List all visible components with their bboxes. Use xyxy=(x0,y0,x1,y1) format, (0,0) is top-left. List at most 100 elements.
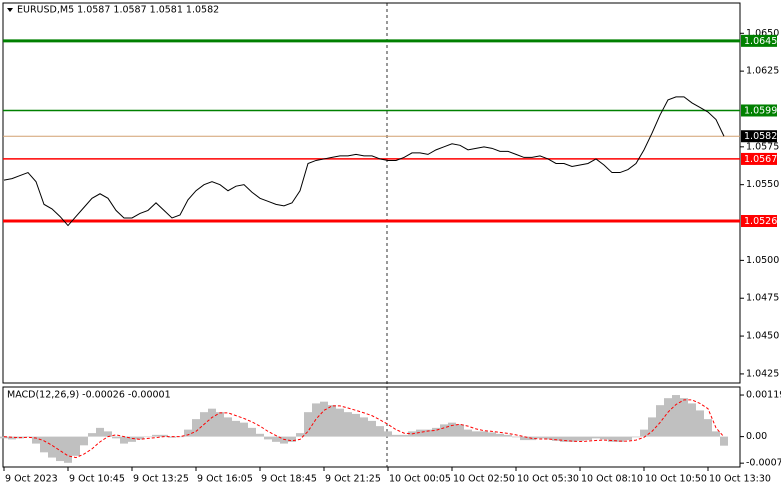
macd-bar xyxy=(40,436,48,453)
macd-bar xyxy=(512,436,520,438)
macd-bar xyxy=(616,436,624,442)
macd-bar xyxy=(344,412,352,437)
macd-bar xyxy=(432,427,440,437)
macd-bar xyxy=(400,434,408,437)
macd-bar xyxy=(680,398,688,437)
x-tick-label: 9 Oct 21:25 xyxy=(325,474,381,485)
level-label-box xyxy=(741,104,777,117)
y-tick-label: 0.00 xyxy=(746,431,767,442)
macd-bar xyxy=(392,434,400,437)
macd-bar xyxy=(520,436,528,441)
macd-bar xyxy=(232,420,240,437)
macd-bar xyxy=(696,410,704,437)
x-tick-label: 10 Oct 00:05 xyxy=(389,474,451,485)
macd-bar xyxy=(488,432,496,437)
macd-bar xyxy=(664,398,672,437)
level-label-box xyxy=(741,215,777,228)
macd-bar xyxy=(376,426,384,437)
y-tick-label: 1.0425 xyxy=(746,368,779,379)
x-tick-label: 9 Oct 13:25 xyxy=(133,474,189,485)
macd-bar xyxy=(48,436,56,458)
macd-bar xyxy=(144,436,152,438)
x-tick-label: 9 Oct 2023 xyxy=(5,474,58,485)
macd-bar xyxy=(560,436,568,442)
macd-bar xyxy=(272,436,280,442)
macd-bar xyxy=(304,412,312,437)
macd-bar xyxy=(136,436,144,440)
level-label: 1.0599 xyxy=(744,105,777,116)
level-label-box xyxy=(741,34,777,47)
macd-bar xyxy=(24,436,32,438)
macd-bar xyxy=(584,436,592,441)
macd-bar xyxy=(280,436,288,444)
macd-bar xyxy=(424,429,432,437)
macd-bar xyxy=(96,427,104,437)
x-tick-label: 9 Oct 18:45 xyxy=(261,474,317,485)
macd-bar xyxy=(448,422,456,437)
macd-bar xyxy=(0,436,8,439)
macd-bar xyxy=(672,395,680,437)
macd-bar xyxy=(480,431,488,437)
y-tick-label: 1.0450 xyxy=(746,331,779,342)
chart-title: EURUSD,M5 1.0587 1.0587 1.0581 1.0582 xyxy=(17,5,219,16)
macd-bar xyxy=(104,431,112,437)
macd-bar xyxy=(296,433,304,437)
macd-bar xyxy=(168,436,176,438)
signal-line xyxy=(3,399,725,459)
macd-bar xyxy=(456,424,464,437)
macd-bar xyxy=(600,436,608,440)
macd-bar xyxy=(240,422,248,437)
macd-bar xyxy=(120,436,128,444)
macd-bar xyxy=(496,433,504,437)
y-tick-label: 1.0575 xyxy=(746,141,779,152)
macd-bar xyxy=(464,429,472,437)
macd-bar xyxy=(248,427,256,437)
macd-bar xyxy=(112,436,120,439)
macd-bar xyxy=(472,431,480,437)
level-label-box xyxy=(741,130,777,143)
level-label: 1.0582 xyxy=(744,131,777,142)
macd-bar xyxy=(72,436,80,456)
macd-bar xyxy=(632,436,640,438)
macd-bar xyxy=(648,417,656,437)
macd-bar xyxy=(208,408,216,437)
macd-bar xyxy=(624,436,632,441)
macd-bar xyxy=(328,405,336,437)
macd-bar xyxy=(64,436,72,463)
macd-bar xyxy=(224,417,232,437)
macd-bar xyxy=(80,436,88,446)
macd-bar xyxy=(640,429,648,437)
macd-bar xyxy=(568,436,576,442)
y-tick-label: -0.00076 xyxy=(746,458,781,469)
macd-bar xyxy=(352,413,360,437)
y-tick-label: 1.0500 xyxy=(746,255,779,266)
macd-panel xyxy=(2,386,741,468)
y-tick-label: 0.00119 xyxy=(746,390,781,401)
level-label: 1.0567 xyxy=(744,154,777,165)
macd-bar xyxy=(656,405,664,437)
price-line xyxy=(3,96,725,227)
macd-bar xyxy=(416,429,424,437)
level-label: 1.0526 xyxy=(744,216,777,227)
macd-bar xyxy=(384,431,392,437)
x-tick-label: 10 Oct 10:50 xyxy=(645,474,707,485)
macd-bar xyxy=(576,436,584,441)
macd-bar xyxy=(264,436,272,440)
macd-bar xyxy=(88,433,96,437)
y-tick-label: 1.0475 xyxy=(746,293,779,304)
macd-bar xyxy=(368,420,376,437)
macd-bar xyxy=(160,434,168,437)
macd-bar xyxy=(552,436,560,441)
x-tick-label: 10 Oct 13:30 xyxy=(709,474,771,485)
y-tick-label: 1.0550 xyxy=(746,179,779,190)
macd-bar xyxy=(592,436,600,439)
macd-bar xyxy=(8,436,16,440)
macd-bar xyxy=(32,436,40,444)
macd-bar xyxy=(152,434,160,437)
macd-bar xyxy=(256,433,264,437)
macd-bar xyxy=(216,412,224,437)
menu-arrow xyxy=(7,8,13,12)
macd-bar xyxy=(720,436,728,446)
x-tick-label: 9 Oct 10:45 xyxy=(69,474,125,485)
